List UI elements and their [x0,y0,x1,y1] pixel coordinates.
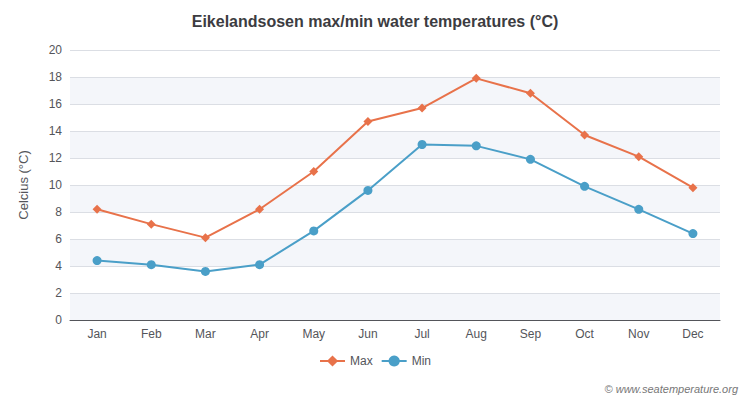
svg-text:10: 10 [49,178,63,192]
svg-text:Min: Min [412,354,431,368]
svg-text:Apr: Apr [250,327,269,341]
svg-text:4: 4 [55,259,62,273]
svg-text:Max: Max [350,354,373,368]
svg-text:18: 18 [49,70,63,84]
svg-text:Mar: Mar [195,327,216,341]
svg-text:20: 20 [49,43,63,57]
svg-text:Eikelandsosen max/min water te: Eikelandsosen max/min water temperatures… [192,13,559,30]
svg-text:May: May [302,327,325,341]
svg-text:Sep: Sep [520,327,542,341]
svg-text:Feb: Feb [141,327,162,341]
svg-text:Nov: Nov [628,327,649,341]
svg-text:Jun: Jun [358,327,377,341]
svg-text:12: 12 [49,151,63,165]
svg-text:Dec: Dec [682,327,703,341]
svg-text:Aug: Aug [466,327,487,341]
svg-text:Oct: Oct [575,327,594,341]
svg-text:0: 0 [55,313,62,327]
svg-text:6: 6 [55,232,62,246]
svg-text:Jan: Jan [87,327,106,341]
svg-text:14: 14 [49,124,63,138]
svg-text:16: 16 [49,97,63,111]
svg-text:© www.seatemperature.org: © www.seatemperature.org [605,383,739,395]
svg-text:2: 2 [55,286,62,300]
svg-text:Jul: Jul [414,327,429,341]
svg-text:8: 8 [55,205,62,219]
svg-text:Celcius (°C): Celcius (°C) [16,150,31,219]
